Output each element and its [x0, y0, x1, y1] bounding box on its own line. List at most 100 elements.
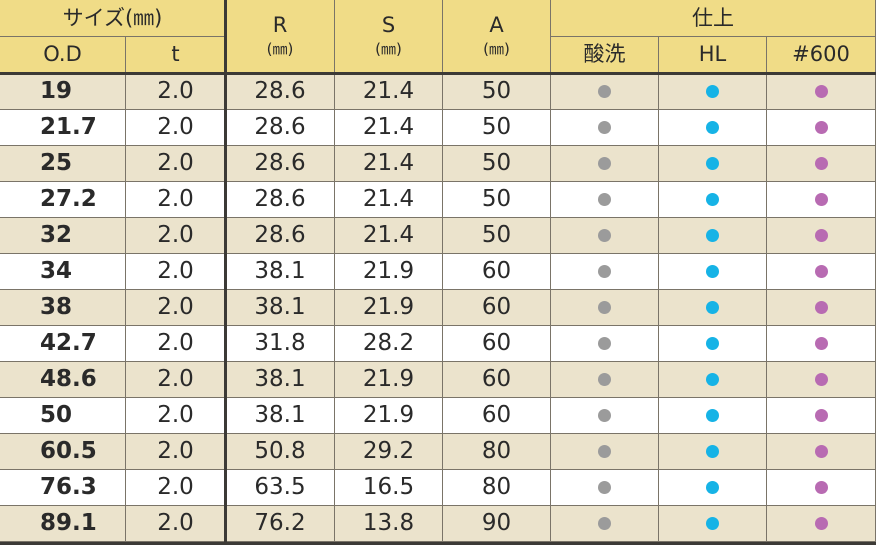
r-cell: 38.1	[226, 254, 335, 290]
acid-wash-cell	[551, 506, 659, 542]
a-cell: 60	[443, 362, 551, 398]
od-cell: 27.2	[0, 182, 126, 218]
hl-cell	[659, 362, 767, 398]
cyan-dot-icon	[706, 517, 719, 530]
t-column-header: t	[126, 37, 226, 73]
gray-dot-icon	[598, 121, 611, 134]
purple-dot-icon	[814, 337, 828, 350]
cyan-dot-icon	[706, 229, 719, 242]
purple-dot-icon	[814, 229, 828, 242]
od-cell: 89.1	[0, 506, 126, 542]
finish-600-cell	[767, 74, 876, 110]
acid-wash-cell	[551, 398, 659, 434]
gray-dot-icon	[598, 445, 611, 458]
t-cell: 2.0	[126, 254, 226, 290]
hl-column-header: HL	[659, 37, 767, 73]
a-cell: 50	[443, 74, 551, 110]
600-column-header: #600	[767, 37, 876, 73]
a-header-unit: (㎜)	[483, 40, 510, 58]
r-header-unit: (㎜)	[266, 40, 294, 58]
gray-dot-icon	[598, 265, 611, 278]
finish-600-cell	[767, 398, 876, 434]
finish-600-cell	[767, 146, 876, 182]
purple-dot-icon	[814, 301, 828, 314]
r-cell: 28.6	[226, 182, 335, 218]
acid-wash-cell	[551, 218, 659, 254]
cyan-dot-icon	[706, 409, 719, 422]
hl-cell	[659, 254, 767, 290]
hl-cell	[659, 218, 767, 254]
cyan-dot-icon	[706, 157, 719, 170]
r-cell: 28.6	[226, 218, 335, 254]
t-cell: 2.0	[126, 110, 226, 146]
r-cell: 28.6	[226, 110, 335, 146]
a-cell: 90	[443, 506, 551, 542]
od-cell: 38	[0, 290, 126, 326]
header-divider	[0, 72, 876, 75]
finish-600-cell	[767, 506, 876, 542]
gray-dot-icon	[598, 481, 611, 494]
finish-600-cell	[767, 290, 876, 326]
r-cell: 38.1	[226, 362, 335, 398]
cyan-dot-icon	[706, 301, 719, 314]
t-cell: 2.0	[126, 398, 226, 434]
a-cell: 60	[443, 254, 551, 290]
finish-600-cell	[767, 254, 876, 290]
s-cell: 21.9	[335, 254, 443, 290]
cyan-dot-icon	[706, 265, 719, 278]
gray-dot-icon	[598, 373, 611, 386]
t-cell: 2.0	[126, 506, 226, 542]
od-cell: 19	[0, 74, 126, 110]
cyan-dot-icon	[706, 481, 719, 494]
acid-wash-cell	[551, 326, 659, 362]
s-cell: 21.4	[335, 146, 443, 182]
purple-dot-icon	[814, 517, 828, 530]
od-cell: 21.7	[0, 110, 126, 146]
r-cell: 63.5	[226, 470, 335, 506]
a-cell: 60	[443, 398, 551, 434]
od-cell: 32	[0, 218, 126, 254]
r-header-label: R	[272, 13, 288, 37]
cyan-dot-icon	[706, 373, 719, 386]
purple-dot-icon	[814, 481, 828, 494]
s-cell: 21.4	[335, 218, 443, 254]
purple-dot-icon	[814, 445, 828, 458]
hl-cell	[659, 290, 767, 326]
gray-dot-icon	[598, 337, 611, 350]
cyan-dot-icon	[706, 85, 719, 98]
acid-wash-cell	[551, 182, 659, 218]
s-cell: 21.9	[335, 362, 443, 398]
hl-cell	[659, 110, 767, 146]
acid-wash-column-header: 酸洗	[551, 37, 659, 73]
s-cell: 13.8	[335, 506, 443, 542]
purple-dot-icon	[814, 265, 828, 278]
gray-dot-icon	[598, 229, 611, 242]
t-cell: 2.0	[126, 362, 226, 398]
s-header-unit: (㎜)	[375, 40, 402, 58]
t-cell: 2.0	[126, 146, 226, 182]
acid-wash-cell	[551, 434, 659, 470]
acid-wash-cell	[551, 254, 659, 290]
gray-dot-icon	[598, 157, 611, 170]
r-cell: 31.8	[226, 326, 335, 362]
od-cell: 76.3	[0, 470, 126, 506]
s-header-label: S	[381, 13, 396, 37]
a-cell: 60	[443, 326, 551, 362]
r-cell: 38.1	[226, 290, 335, 326]
gray-dot-icon	[598, 409, 611, 422]
s-cell: 21.9	[335, 290, 443, 326]
acid-wash-cell	[551, 470, 659, 506]
s-cell: 28.2	[335, 326, 443, 362]
hl-cell	[659, 182, 767, 218]
s-cell: 29.2	[335, 434, 443, 470]
r-cell: 38.1	[226, 398, 335, 434]
acid-wash-cell	[551, 74, 659, 110]
t-cell: 2.0	[126, 434, 226, 470]
purple-dot-icon	[814, 193, 828, 206]
cyan-dot-icon	[706, 121, 719, 134]
a-cell: 50	[443, 146, 551, 182]
t-cell: 2.0	[126, 326, 226, 362]
finish-600-cell	[767, 470, 876, 506]
purple-dot-icon	[814, 157, 828, 170]
